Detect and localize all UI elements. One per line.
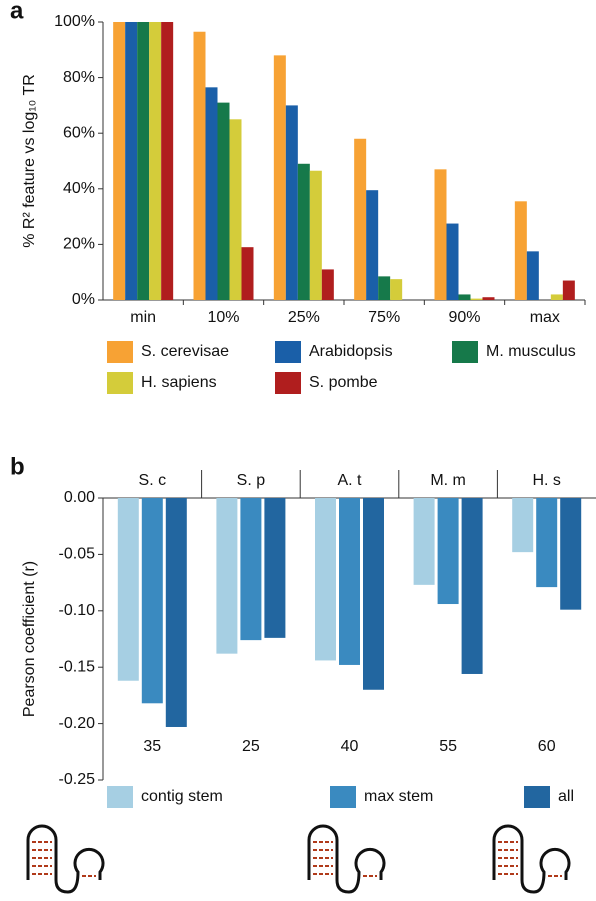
category-label: M. m — [430, 472, 466, 489]
y-tick-label: -0.15 — [59, 658, 96, 675]
bar — [315, 498, 336, 661]
category-label: 90% — [448, 309, 480, 326]
y-tick-label: 0% — [72, 291, 95, 308]
y-tick-label: 60% — [63, 124, 95, 141]
bar — [461, 498, 483, 674]
y-tick-label: 100% — [54, 13, 95, 30]
bar — [413, 498, 435, 585]
legend-label: Arabidopsis — [309, 343, 393, 360]
legend-swatch — [107, 786, 133, 808]
y-tick-label: 80% — [63, 69, 95, 86]
category-label: S. c — [139, 472, 167, 489]
bar — [229, 119, 242, 300]
bar — [309, 170, 322, 300]
bar — [273, 55, 286, 300]
group-label: 40 — [341, 738, 359, 755]
bar — [536, 498, 558, 588]
legend-swatch — [524, 786, 550, 808]
bar — [141, 498, 163, 704]
legend-label: M. musculus — [486, 343, 576, 360]
y-tick-label: 40% — [63, 180, 95, 197]
bar — [117, 498, 139, 681]
hairpin-icon — [492, 824, 571, 894]
bar — [297, 163, 310, 300]
bar — [434, 169, 447, 300]
legend-label: S. pombe — [309, 374, 378, 391]
bar — [216, 498, 238, 654]
hairpin-icon — [307, 824, 386, 894]
bar — [354, 138, 367, 300]
category-label: S. p — [237, 472, 266, 489]
hairpin-icons — [26, 824, 571, 894]
legend-label: max stem — [364, 788, 433, 805]
y-axis-label: Pearson coefficient (r) — [21, 561, 38, 717]
legend-label: S. cerevisae — [141, 343, 229, 360]
group-label: 25 — [242, 738, 260, 755]
bar — [161, 22, 174, 300]
bar — [193, 31, 206, 300]
bar — [125, 22, 138, 300]
bar — [149, 22, 162, 300]
group-label: 35 — [143, 738, 161, 755]
legend-label: H. sapiens — [141, 374, 217, 391]
bar — [241, 247, 254, 300]
bar — [113, 22, 126, 300]
category-label: 75% — [368, 309, 400, 326]
legend-label: contig stem — [141, 788, 223, 805]
panel-label: b — [10, 453, 25, 480]
legend-swatch — [452, 341, 478, 363]
legend-swatch — [330, 786, 356, 808]
legend-label: all — [558, 788, 574, 805]
category-label: 25% — [288, 309, 320, 326]
y-tick-label: 20% — [63, 236, 95, 253]
y-tick-label: 0.00 — [64, 489, 95, 506]
category-label: min — [130, 309, 156, 326]
legend-swatch — [275, 372, 301, 394]
bar — [366, 190, 379, 300]
bar — [264, 498, 286, 638]
bar — [446, 223, 459, 300]
bar — [205, 87, 218, 300]
bar — [285, 105, 298, 301]
bar — [321, 269, 334, 300]
category-label: 10% — [207, 309, 239, 326]
bar — [240, 498, 262, 641]
bar — [470, 298, 483, 300]
hairpin-icon — [26, 824, 105, 894]
legend-swatch — [107, 372, 133, 394]
bar — [390, 279, 403, 300]
bar — [526, 251, 539, 300]
bar — [562, 280, 575, 300]
y-axis-label: % R² feature vs log₁₀ TR — [21, 74, 38, 248]
bar — [363, 498, 384, 690]
bar — [339, 498, 360, 665]
y-tick-label: -0.20 — [59, 715, 96, 732]
bar — [217, 102, 230, 301]
bar — [550, 294, 563, 300]
y-tick-label: -0.25 — [59, 771, 96, 788]
bar — [378, 276, 391, 300]
category-label: A. t — [337, 472, 362, 489]
category-label: max — [530, 309, 560, 326]
legend-swatch — [107, 341, 133, 363]
bar — [165, 498, 187, 727]
panel-label: a — [10, 0, 24, 24]
bar — [512, 498, 534, 553]
bar — [560, 498, 582, 610]
bar — [437, 498, 459, 605]
group-label: 60 — [538, 738, 556, 755]
group-label: 55 — [439, 738, 457, 755]
bar — [458, 294, 471, 300]
category-label: H. s — [532, 472, 560, 489]
y-tick-label: -0.05 — [59, 546, 96, 563]
bar — [514, 201, 527, 300]
bar — [482, 297, 495, 300]
bar — [137, 22, 150, 300]
legend-swatch — [275, 341, 301, 363]
y-tick-label: -0.10 — [59, 602, 96, 619]
